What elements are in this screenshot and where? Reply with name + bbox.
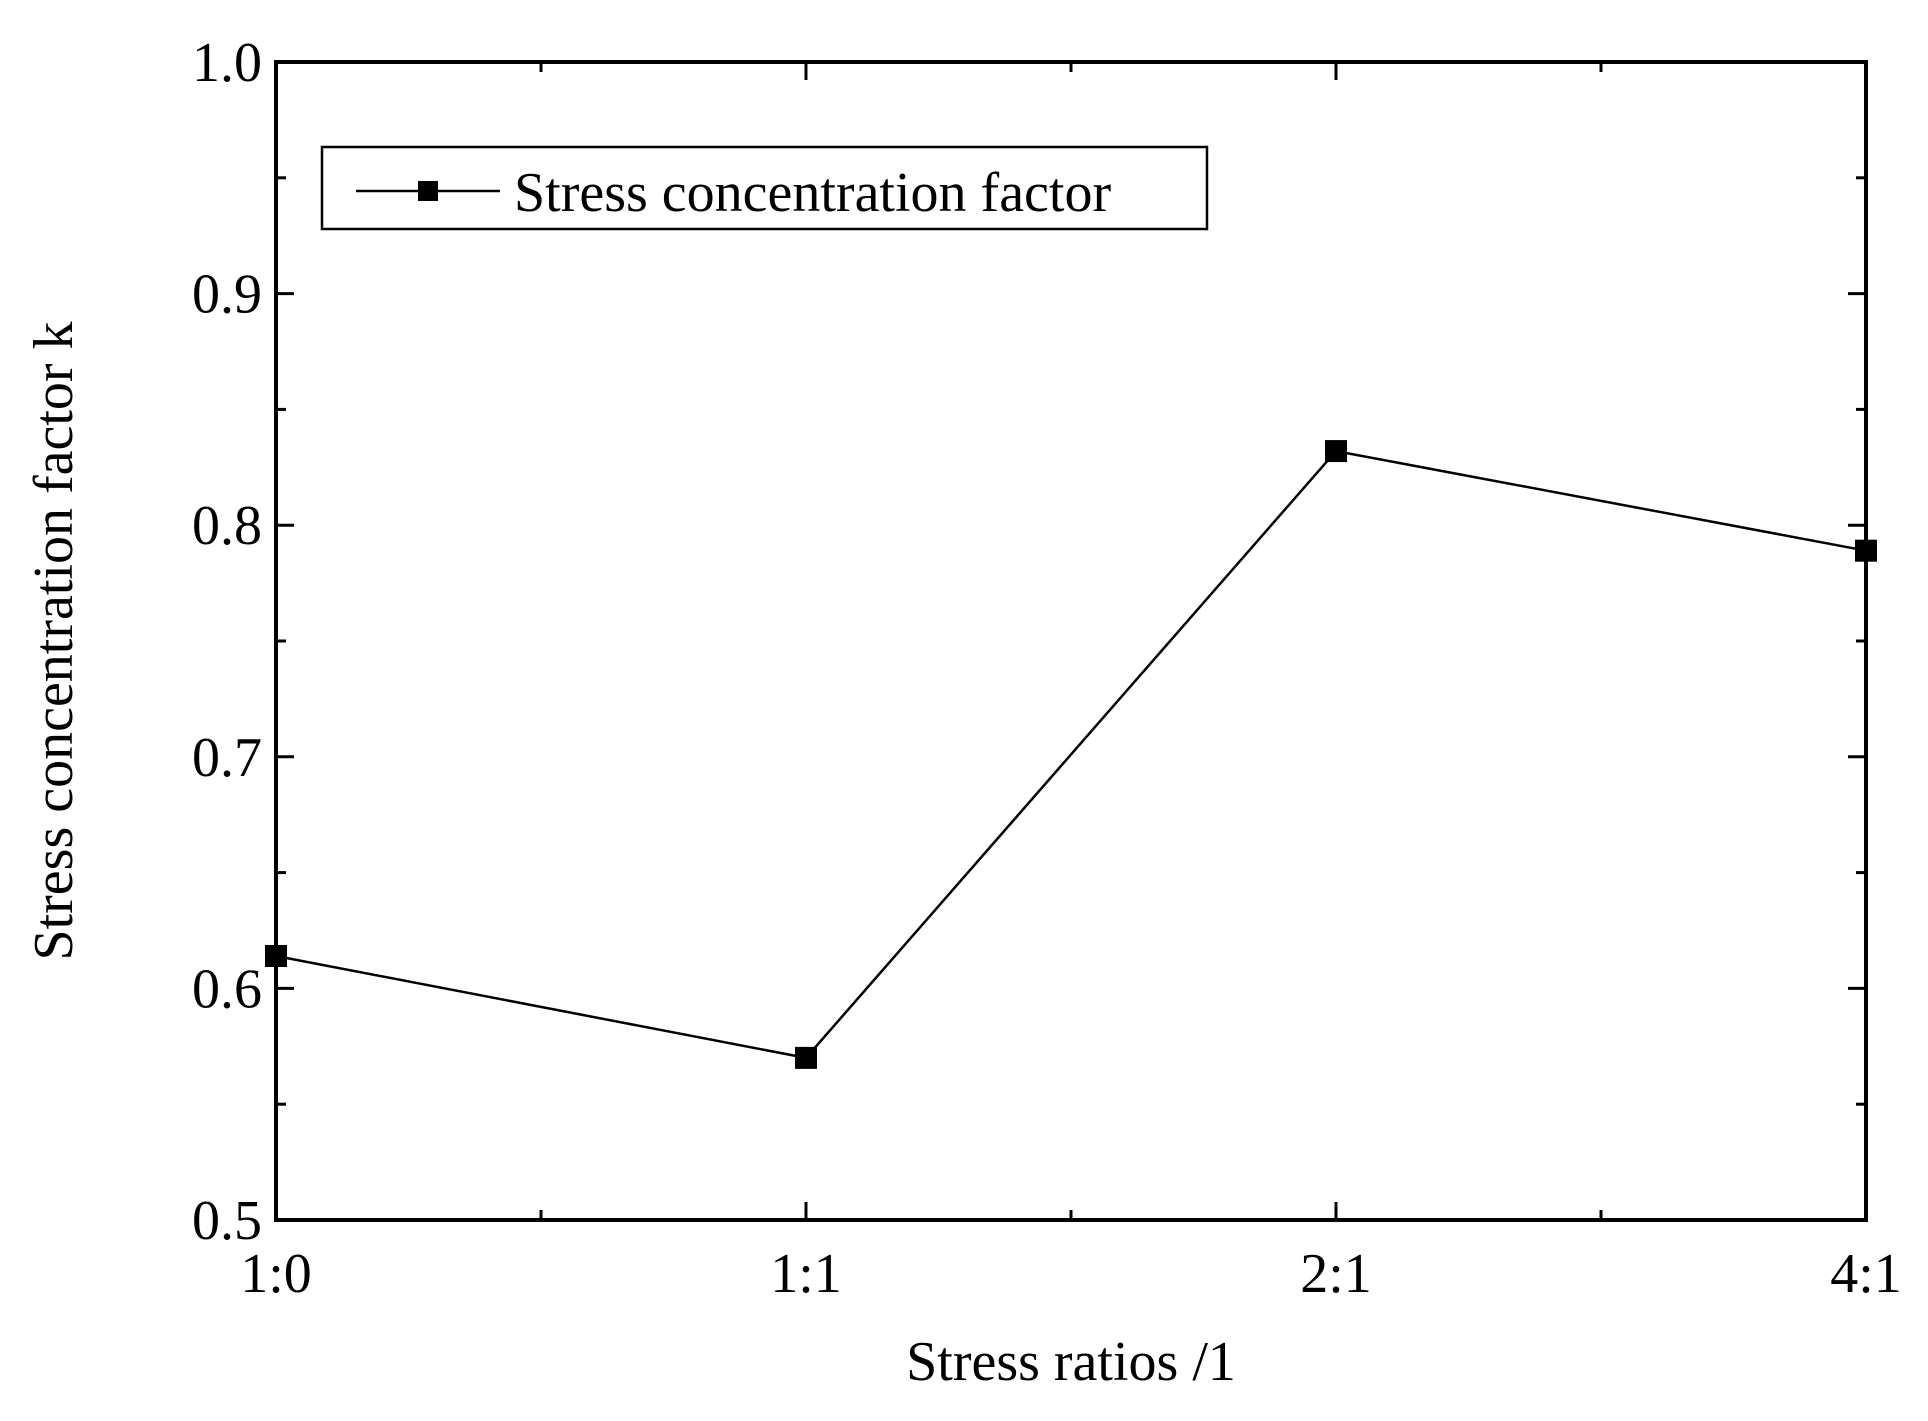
x-tick-label: 4:1 — [1830, 1243, 1902, 1305]
plot-area — [274, 60, 1868, 1222]
y-tick-label: 0.5 — [192, 1190, 262, 1252]
y-tick-label: 1.0 — [192, 32, 262, 94]
legend-label: Stress concentration factor — [514, 162, 1111, 224]
x-axis-tick-labels: 1:0 1:1 2:1 4:1 — [240, 1243, 1902, 1305]
x-axis-title: Stress ratios /1 — [906, 1331, 1236, 1393]
y-axis-ticks — [276, 60, 1866, 1222]
y-tick-label: 0.7 — [192, 727, 262, 789]
y-tick-label: 0.8 — [192, 495, 262, 557]
y-axis-title: Stress concentration factor k — [23, 321, 85, 960]
series-line — [275, 449, 1867, 1060]
x-tick-label: 2:1 — [1300, 1243, 1372, 1305]
legend-box — [320, 145, 1209, 231]
data-point-marker — [265, 944, 287, 967]
data-point-marker — [795, 1046, 817, 1069]
data-point-marker — [1325, 440, 1347, 463]
x-tick-label: 1:0 — [240, 1243, 312, 1305]
x-tick-label: 1:1 — [770, 1243, 842, 1305]
y-tick-label: 0.9 — [192, 264, 262, 326]
x-axis-ticks — [274, 62, 1868, 1220]
data-point-marker — [1855, 539, 1877, 562]
series-layer — [265, 440, 1877, 1069]
legend-marker — [418, 181, 438, 201]
legend: Stress concentration factor — [320, 145, 1209, 231]
y-axis-tick-labels: 0.5 0.6 0.7 0.8 0.9 1.0 — [192, 32, 262, 1252]
y-tick-label: 0.6 — [192, 958, 262, 1020]
